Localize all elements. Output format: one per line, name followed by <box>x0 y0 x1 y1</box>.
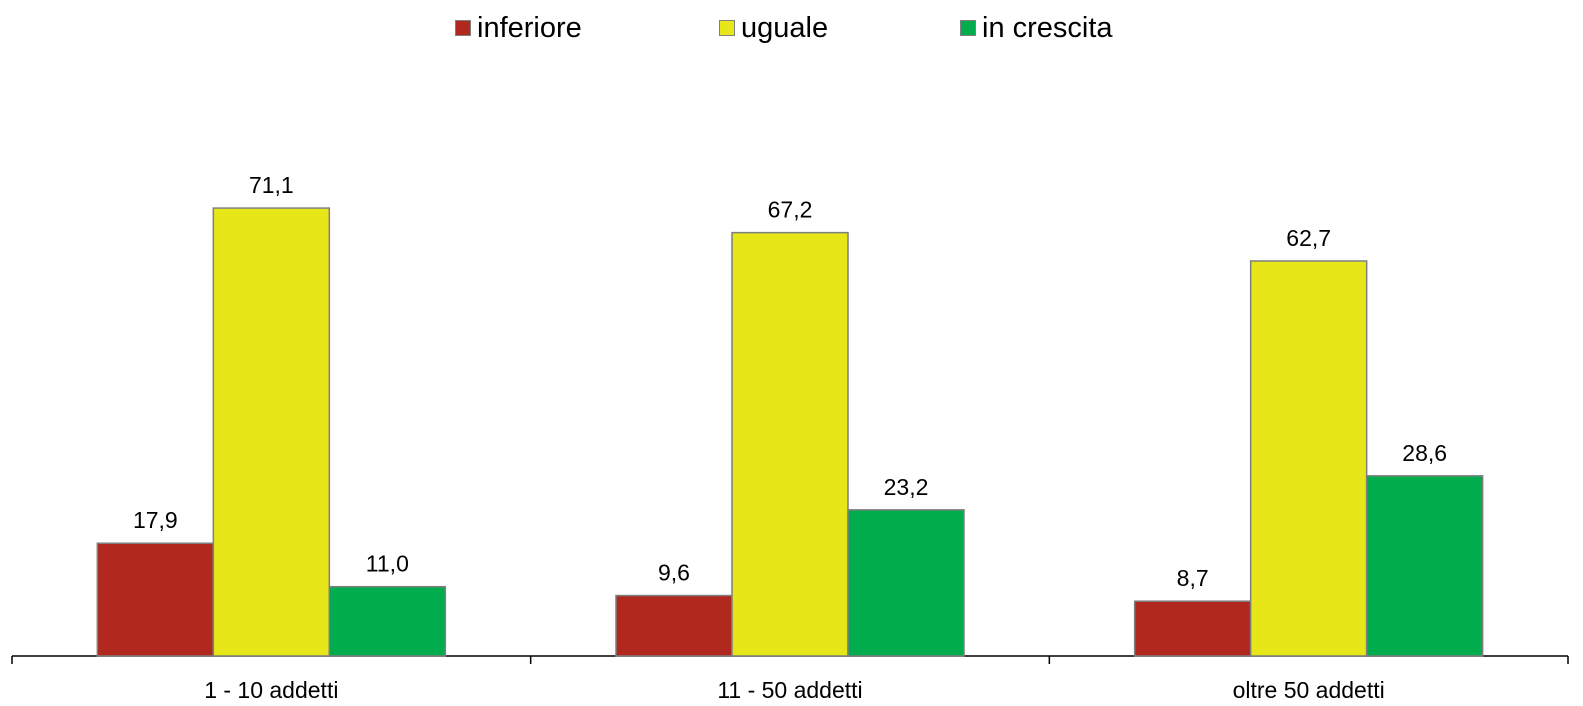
legend-label-uguale: uguale <box>741 12 829 44</box>
data-label: 17,9 <box>133 507 178 533</box>
legend-swatch-inferiore <box>455 20 471 36</box>
x-tick-label: 11 - 50 addetti <box>717 677 862 703</box>
chart-legend: inferiore uguale in crescita <box>0 10 1583 46</box>
bar-in-crescita-1 <box>847 509 965 657</box>
x-tick-label: oltre 50 addetti <box>1233 677 1385 703</box>
data-label: 8,7 <box>1177 565 1209 591</box>
bar-inferiore-1 <box>615 594 733 657</box>
bar-inferiore-2 <box>1133 600 1252 657</box>
data-label: 9,6 <box>658 560 690 586</box>
legend-item-inferiore: inferiore <box>455 10 582 46</box>
bar-in-crescita-2 <box>1365 475 1484 657</box>
data-label: 62,7 <box>1286 225 1331 251</box>
legend-label-in-crescita: in crescita <box>982 12 1113 44</box>
legend-label-inferiore: inferiore <box>477 12 582 44</box>
data-label: 67,2 <box>768 197 813 223</box>
x-tick-label: 1 - 10 addetti <box>204 677 338 703</box>
bar-uguale-1 <box>731 231 849 657</box>
data-label: 71,1 <box>249 172 294 198</box>
legend-item-in-crescita: in crescita <box>960 10 1113 46</box>
legend-swatch-in-crescita <box>960 20 976 36</box>
legend-item-uguale: uguale <box>719 10 828 46</box>
data-label: 11,0 <box>366 551 409 577</box>
data-label: 28,6 <box>1402 440 1447 466</box>
bar-in-crescita-0 <box>328 585 447 657</box>
bar-uguale-2 <box>1249 260 1368 657</box>
bar-inferiore-0 <box>96 542 215 657</box>
legend-swatch-uguale <box>719 20 735 36</box>
data-label: 23,2 <box>884 474 929 500</box>
bar-uguale-0 <box>212 207 331 657</box>
